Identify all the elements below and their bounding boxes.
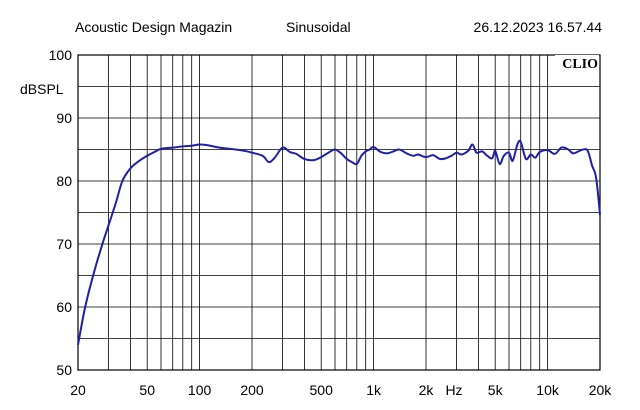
- x-tick-label: 100: [188, 382, 212, 398]
- x-tick-label: 20: [70, 382, 86, 398]
- y-tick-label: 60: [56, 299, 72, 315]
- y-axis-label: dBSPL: [20, 81, 64, 97]
- y-tick-label: 100: [49, 47, 73, 63]
- series-group: [77, 139, 601, 345]
- x-tick-label: 200: [240, 382, 264, 398]
- x-axis-unit-label: Hz: [445, 382, 462, 398]
- y-tick-label: 70: [56, 236, 72, 252]
- x-tick-label: 20k: [589, 382, 613, 398]
- header-source: Acoustic Design Magazin: [75, 19, 232, 35]
- x-tick-label: 2k: [419, 382, 435, 398]
- y-tick-label: 80: [56, 173, 72, 189]
- header-mode: Sinusoidal: [286, 19, 351, 35]
- x-tick-label: 50: [139, 382, 155, 398]
- x-tick-label: 500: [310, 382, 334, 398]
- x-tick-label: 1k: [366, 382, 382, 398]
- tick-labels: 100 90 80 70 60 50 20 50 100 200 500 1k 2k 5k 10k 20k: [49, 47, 613, 398]
- header-timestamp: 26.12.2023 16.57.44: [474, 19, 603, 35]
- grid: [78, 55, 600, 370]
- x-tick-label: 10k: [536, 382, 560, 398]
- brand-backdrop: [555, 55, 599, 71]
- brand-logo: CLIO: [562, 57, 598, 72]
- y-tick-label: 90: [56, 110, 72, 126]
- x-tick-label: 5k: [488, 382, 504, 398]
- y-tick-label: 50: [56, 362, 72, 378]
- series-line: [77, 139, 601, 345]
